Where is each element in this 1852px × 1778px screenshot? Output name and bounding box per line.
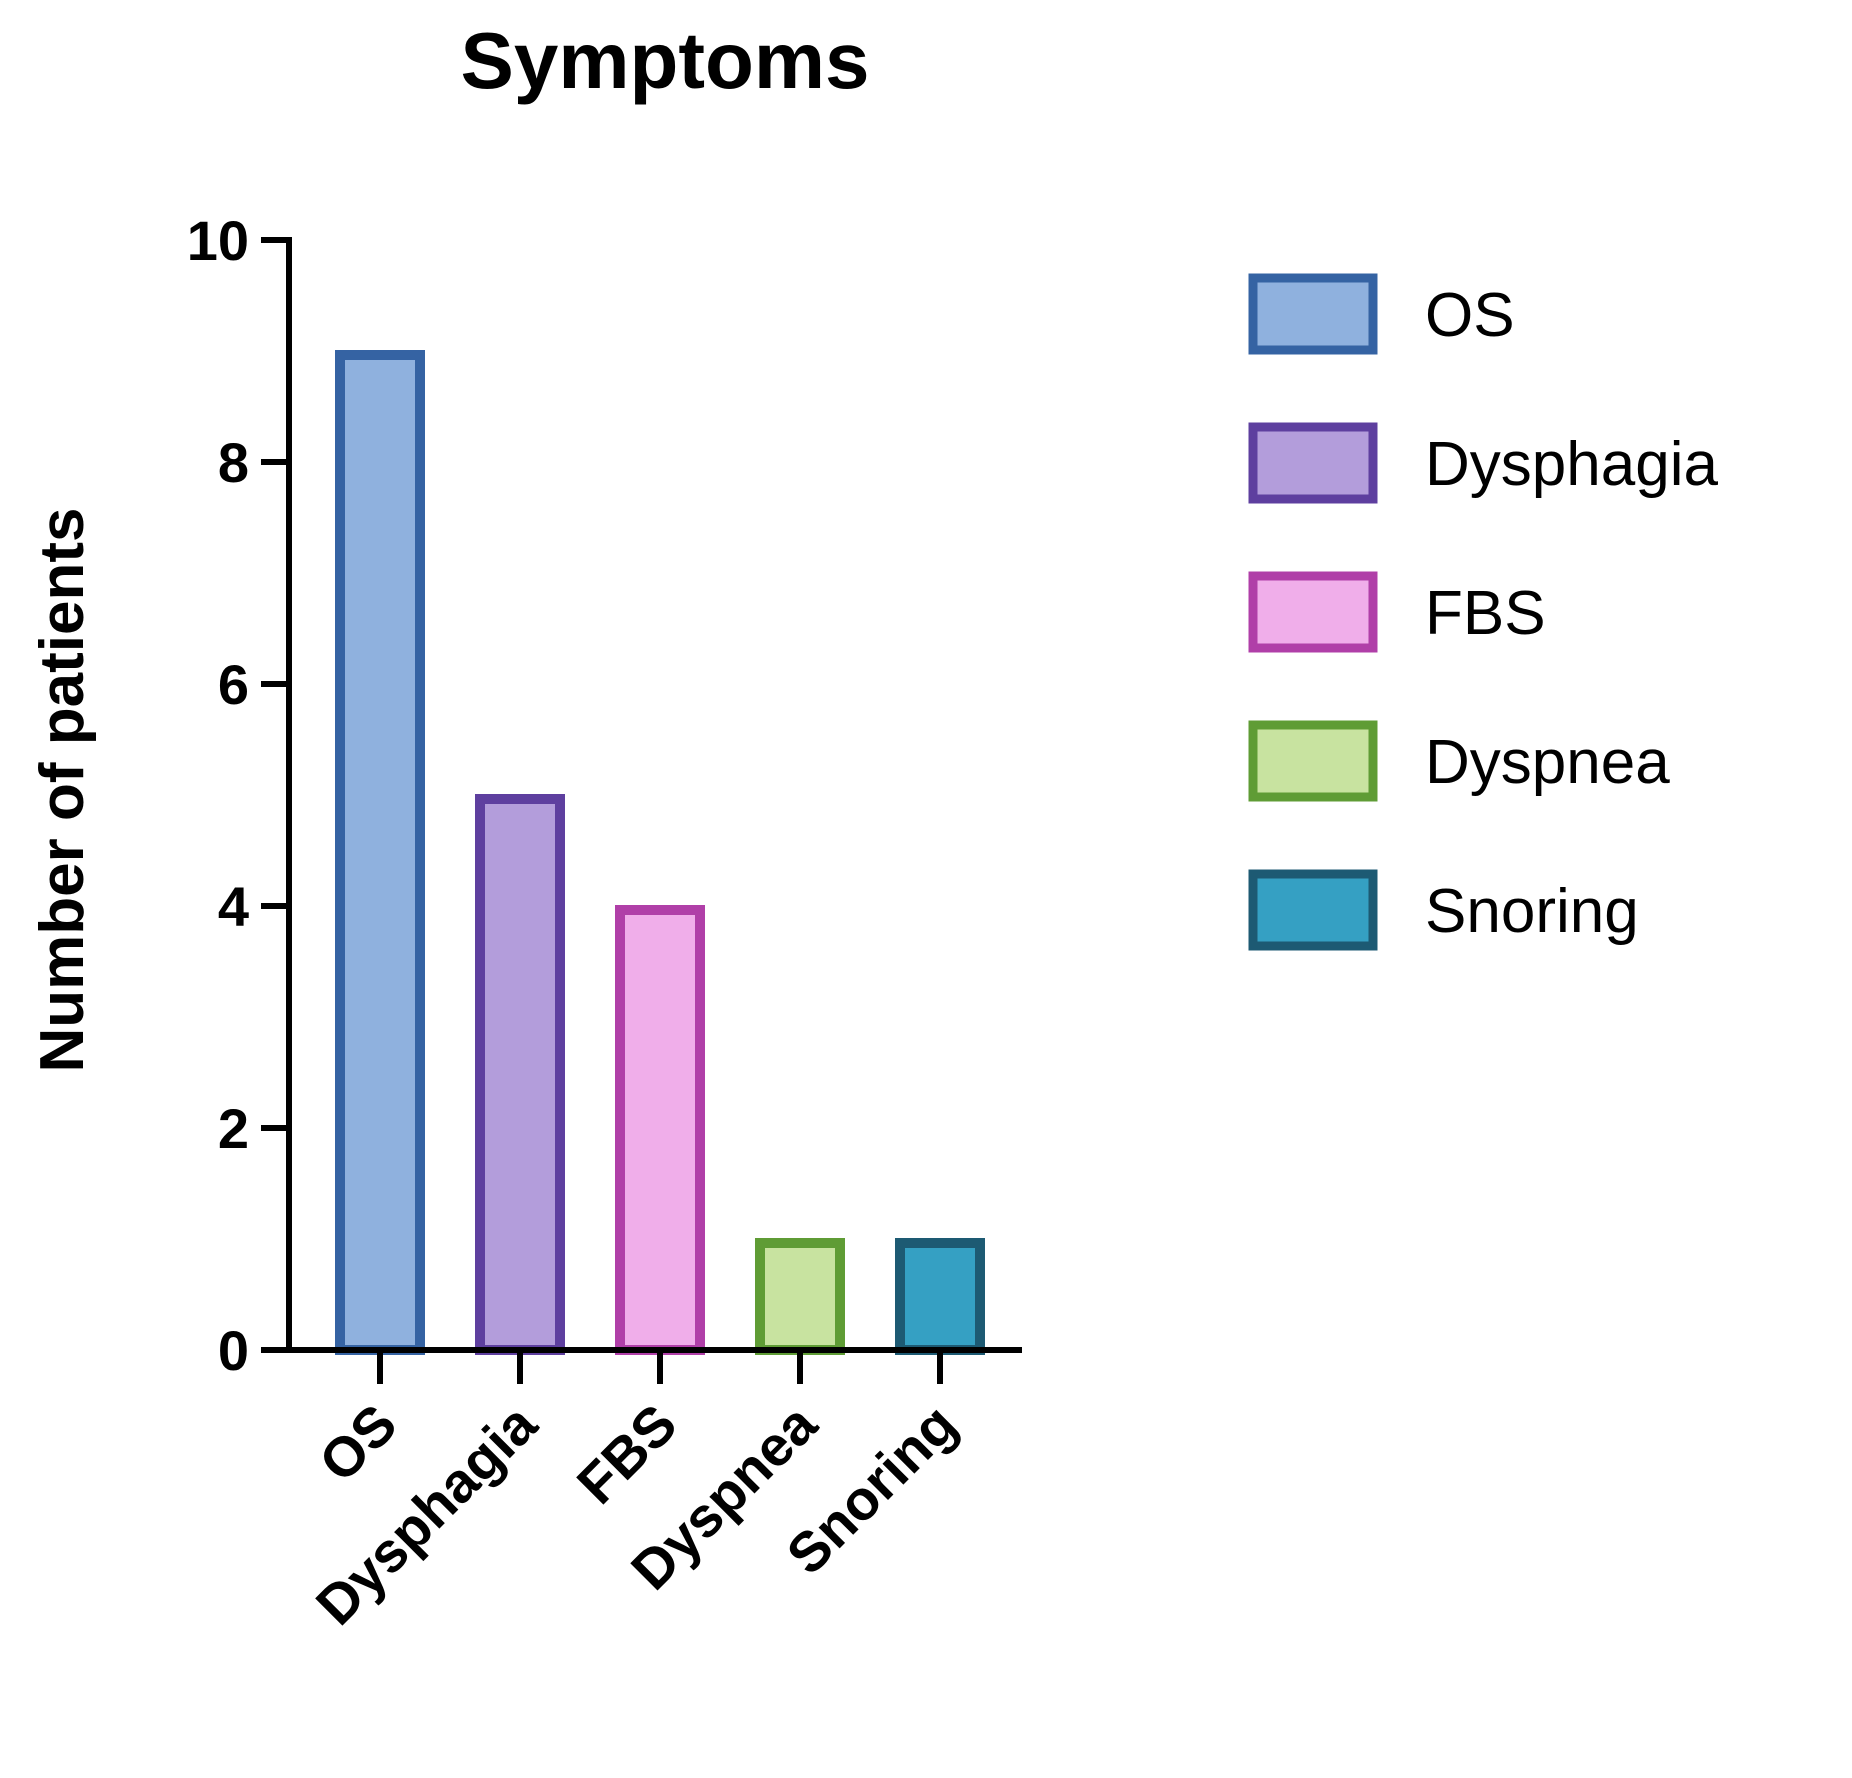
legend-swatch-fbs bbox=[1248, 571, 1378, 653]
y-tick-label: 4 bbox=[218, 875, 249, 938]
legend-label: Dyspnea bbox=[1425, 728, 1670, 797]
bar-dysphagia bbox=[475, 794, 565, 1355]
x-tick-label: OS bbox=[307, 1392, 409, 1494]
legend: OS Dysphagia FBS Dyspnea Snoring bbox=[1248, 273, 1718, 951]
bar-fbs bbox=[615, 905, 705, 1355]
bar-os bbox=[335, 350, 425, 1355]
y-tick-label: 0 bbox=[218, 1319, 249, 1382]
y-tick-label: 10 bbox=[187, 209, 249, 272]
y-tick-label: 2 bbox=[218, 1097, 249, 1160]
legend-swatch-os bbox=[1248, 273, 1378, 355]
legend-swatch-dyspnea bbox=[1248, 720, 1378, 802]
legend-label: Dysphagia bbox=[1425, 430, 1718, 499]
bar-dyspnea bbox=[755, 1238, 845, 1355]
x-tick-label: FBS bbox=[565, 1392, 689, 1516]
legend-label: OS bbox=[1425, 281, 1515, 350]
legend-swatch-dysphagia bbox=[1248, 422, 1378, 504]
bar-snoring bbox=[895, 1238, 985, 1355]
legend-label: FBS bbox=[1425, 579, 1546, 648]
legend-swatch-snoring bbox=[1248, 869, 1378, 951]
legend-label: Snoring bbox=[1425, 877, 1639, 946]
y-tick-label: 6 bbox=[218, 653, 249, 716]
y-tick-label: 8 bbox=[218, 431, 249, 494]
chart-title: Symptoms bbox=[461, 16, 870, 105]
y-axis-label: Number of patients bbox=[28, 508, 97, 1073]
